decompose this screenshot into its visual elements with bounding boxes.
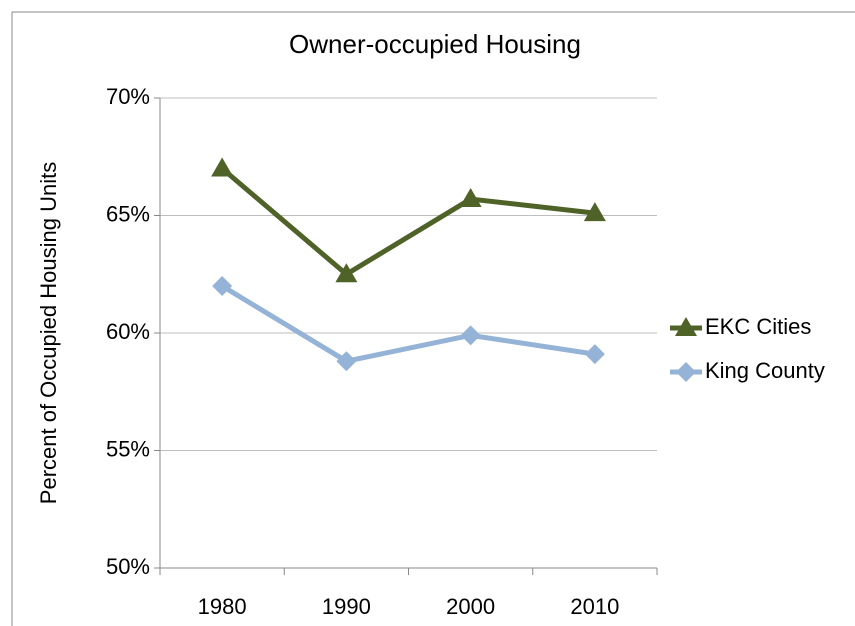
marker <box>459 188 482 208</box>
marker <box>676 362 696 382</box>
y-axis-label: Percent of Occupied Housing Units <box>36 162 61 504</box>
legend-label: EKC Cities <box>705 314 811 339</box>
chart-title: Owner-occupied Housing <box>289 29 581 59</box>
x-tick-label: 1980 <box>198 594 247 619</box>
marker <box>675 317 697 336</box>
marker <box>336 351 357 372</box>
marker <box>212 276 233 296</box>
y-tick-label: 50% <box>106 554 150 579</box>
marker <box>583 202 606 222</box>
x-tick-label: 2010 <box>570 594 619 619</box>
y-tick-label: 60% <box>106 319 150 344</box>
y-tick-label: 70% <box>106 84 150 109</box>
x-tick-label: 2000 <box>446 594 495 619</box>
marker <box>211 157 234 177</box>
series-line <box>220 166 596 277</box>
y-tick-label: 65% <box>106 201 150 226</box>
series-line <box>220 283 596 364</box>
y-tick-label: 55% <box>106 436 150 461</box>
marker <box>460 325 481 346</box>
x-tick-label: 1990 <box>322 594 371 619</box>
marker <box>335 263 358 283</box>
marker <box>584 344 605 365</box>
legend-label: King County <box>705 358 825 383</box>
